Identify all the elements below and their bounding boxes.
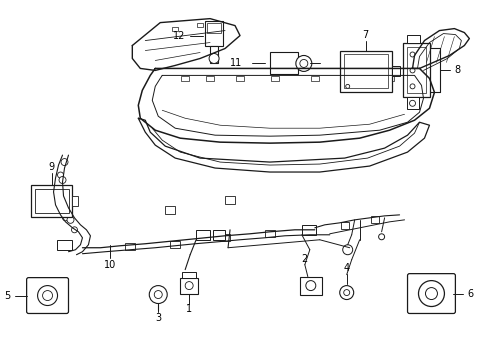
Polygon shape <box>132 19 240 71</box>
Bar <box>350 76 358 81</box>
Circle shape <box>295 55 311 71</box>
Circle shape <box>409 52 414 57</box>
Bar <box>299 276 321 294</box>
Text: 4: 4 <box>343 263 349 273</box>
Bar <box>406 97 418 109</box>
Circle shape <box>342 245 352 255</box>
Text: 10: 10 <box>104 260 116 270</box>
Bar <box>205 76 214 81</box>
Bar <box>343 54 387 88</box>
Bar <box>270 76 278 81</box>
Circle shape <box>425 288 437 300</box>
Text: 8: 8 <box>453 66 460 76</box>
Bar <box>406 35 420 42</box>
Bar <box>125 243 135 250</box>
Bar <box>310 76 318 81</box>
Bar <box>197 23 203 27</box>
Circle shape <box>56 192 61 198</box>
Bar <box>172 27 178 31</box>
Bar <box>35 189 68 213</box>
Bar <box>165 206 175 214</box>
Bar <box>391 67 399 76</box>
Circle shape <box>408 100 415 106</box>
Circle shape <box>58 172 63 178</box>
Circle shape <box>154 291 162 298</box>
Polygon shape <box>138 118 428 172</box>
Circle shape <box>209 54 219 63</box>
Bar <box>269 53 297 75</box>
Circle shape <box>59 176 66 184</box>
Circle shape <box>343 289 349 296</box>
Circle shape <box>62 197 69 203</box>
Text: 1: 1 <box>186 305 192 315</box>
Bar <box>204 21 223 45</box>
Polygon shape <box>138 68 433 143</box>
Bar <box>402 42 429 97</box>
Circle shape <box>409 68 414 73</box>
Polygon shape <box>412 28 468 68</box>
Bar <box>301 225 315 235</box>
Text: 9: 9 <box>48 162 55 172</box>
Bar <box>170 241 180 248</box>
Circle shape <box>339 285 353 300</box>
Bar <box>180 278 198 293</box>
Bar <box>370 216 378 223</box>
FancyBboxPatch shape <box>407 274 454 314</box>
Bar <box>210 45 218 63</box>
Circle shape <box>185 282 193 289</box>
Bar <box>207 23 221 32</box>
Circle shape <box>71 227 77 233</box>
Bar <box>236 76 244 81</box>
Text: 5: 5 <box>4 291 11 301</box>
Bar <box>217 21 223 24</box>
Bar <box>339 50 391 92</box>
Circle shape <box>38 285 58 306</box>
Bar <box>406 46 426 93</box>
Bar <box>385 76 393 81</box>
Bar <box>31 185 72 217</box>
Circle shape <box>409 84 414 89</box>
Text: 11: 11 <box>229 58 242 68</box>
Text: 6: 6 <box>467 289 472 298</box>
Polygon shape <box>152 75 423 136</box>
Bar <box>196 230 210 240</box>
Circle shape <box>378 234 384 240</box>
Bar <box>72 196 78 206</box>
Bar <box>181 76 189 81</box>
Text: 12: 12 <box>172 31 185 41</box>
Bar <box>220 234 229 241</box>
Bar <box>182 272 196 278</box>
Circle shape <box>345 84 349 88</box>
Circle shape <box>299 59 307 67</box>
Circle shape <box>62 215 68 221</box>
Circle shape <box>305 280 315 291</box>
Bar <box>57 240 72 250</box>
Text: 2: 2 <box>301 254 307 264</box>
Text: 7: 7 <box>362 30 368 40</box>
Bar <box>213 230 224 240</box>
Circle shape <box>149 285 167 303</box>
Bar <box>264 230 274 237</box>
Circle shape <box>42 291 52 301</box>
Bar <box>224 196 235 204</box>
FancyBboxPatch shape <box>26 278 68 314</box>
Circle shape <box>418 280 444 306</box>
Circle shape <box>67 216 74 223</box>
Text: 3: 3 <box>155 314 161 324</box>
Circle shape <box>61 159 68 166</box>
Bar <box>340 222 348 229</box>
